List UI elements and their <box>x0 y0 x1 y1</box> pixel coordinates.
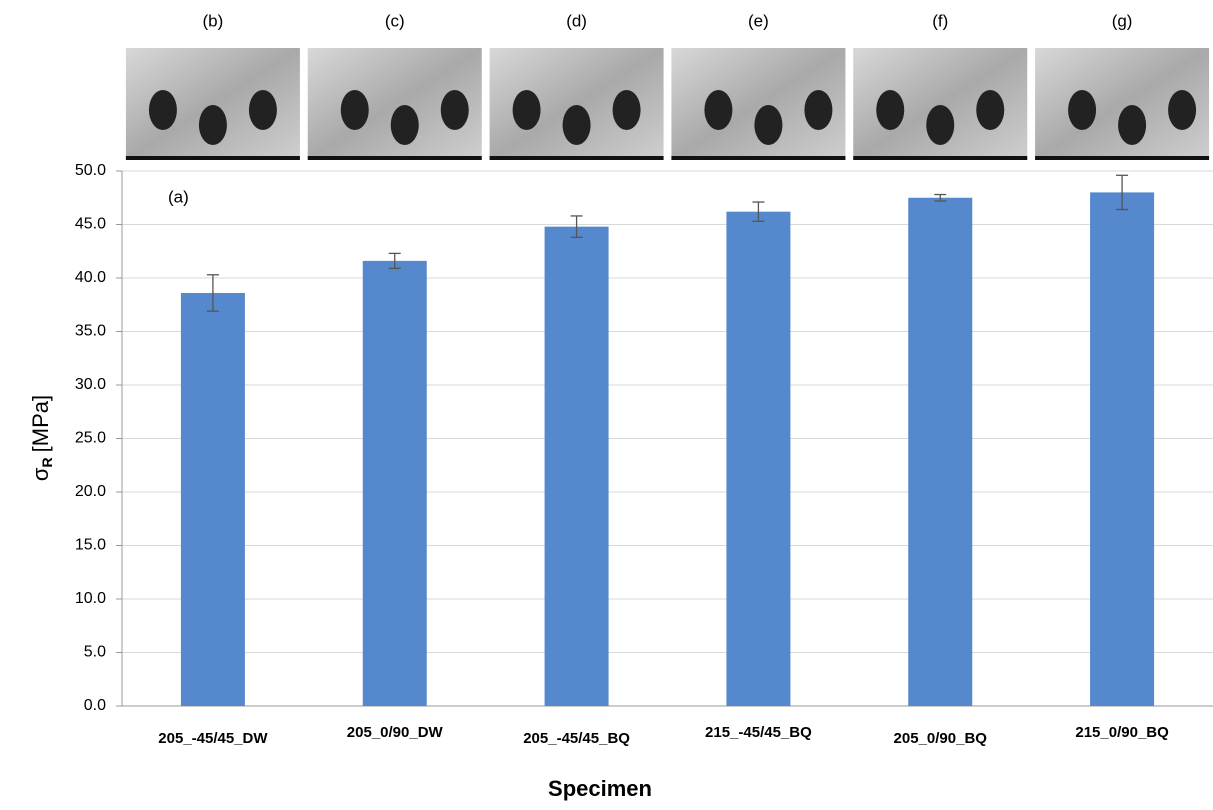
sem-scale-bar <box>308 156 482 160</box>
y-tick-label: 50.0 <box>75 162 106 179</box>
x-tick-label: 205_-45/45_BQ <box>523 730 630 747</box>
y-tick-label: 30.0 <box>75 376 106 393</box>
y-tick-label: 45.0 <box>75 216 106 233</box>
sem-pore <box>249 90 277 130</box>
y-label-subscript: R <box>39 457 55 467</box>
sem-scale-bar <box>490 156 664 160</box>
sem-scale-bar <box>126 156 300 160</box>
bar <box>1090 192 1154 706</box>
sem-pore <box>613 90 641 130</box>
image-label: (f) <box>932 11 948 30</box>
y-tick-label: 20.0 <box>75 483 106 500</box>
sem-pore <box>704 90 732 130</box>
sem-pore <box>926 105 954 145</box>
bar <box>908 198 972 706</box>
image-label: (d) <box>566 11 587 30</box>
x-axis-label: Specimen <box>548 776 652 801</box>
y-tick-label: 0.0 <box>84 697 106 714</box>
y-tick-label: 40.0 <box>75 269 106 286</box>
sem-scale-bar <box>853 156 1027 160</box>
bar <box>181 293 245 706</box>
sem-pore <box>876 90 904 130</box>
sem-pore <box>391 105 419 145</box>
sem-pore <box>754 105 782 145</box>
sem-pore <box>563 105 591 145</box>
image-label: (b) <box>203 11 224 30</box>
image-label: (c) <box>385 11 405 30</box>
sem-pore <box>976 90 1004 130</box>
sem-pore <box>441 90 469 130</box>
y-label-unit: [MPa] <box>28 395 53 452</box>
annotation: (a) <box>168 187 189 206</box>
x-tick-label: 215_0/90_BQ <box>1075 724 1169 741</box>
y-axis-label: σR [MPa] <box>28 395 55 481</box>
sem-pore <box>1168 90 1196 130</box>
chart: (a) Specimen σR [MPa] 0.0 5.0 10.0 15.0 20.0 2… <box>0 0 1213 805</box>
y-label-symbol: σ <box>28 467 53 481</box>
y-tick-label: 15.0 <box>75 537 106 554</box>
image-label: (e) <box>748 11 769 30</box>
sem-pore <box>199 105 227 145</box>
x-tick-label: 205_0/90_BQ <box>894 730 988 747</box>
x-tick-label: 215_-45/45_BQ <box>705 724 812 741</box>
x-tick-label: 205_0/90_DW <box>347 724 444 741</box>
sem-pore <box>513 90 541 130</box>
sem-scale-bar <box>671 156 845 160</box>
sem-pore <box>341 90 369 130</box>
bar <box>545 227 609 706</box>
sem-pore <box>804 90 832 130</box>
bar <box>363 261 427 706</box>
y-tick-label: 35.0 <box>75 323 106 340</box>
bar <box>726 212 790 706</box>
sem-pore <box>149 90 177 130</box>
y-tick-label: 5.0 <box>84 644 106 661</box>
y-tick-label: 10.0 <box>75 590 106 607</box>
image-label: (g) <box>1112 11 1133 30</box>
x-tick-label: 205_-45/45_DW <box>158 730 268 747</box>
sem-scale-bar <box>1035 156 1209 160</box>
y-tick-label: 25.0 <box>75 430 106 447</box>
sem-pore <box>1118 105 1146 145</box>
sem-pore <box>1068 90 1096 130</box>
